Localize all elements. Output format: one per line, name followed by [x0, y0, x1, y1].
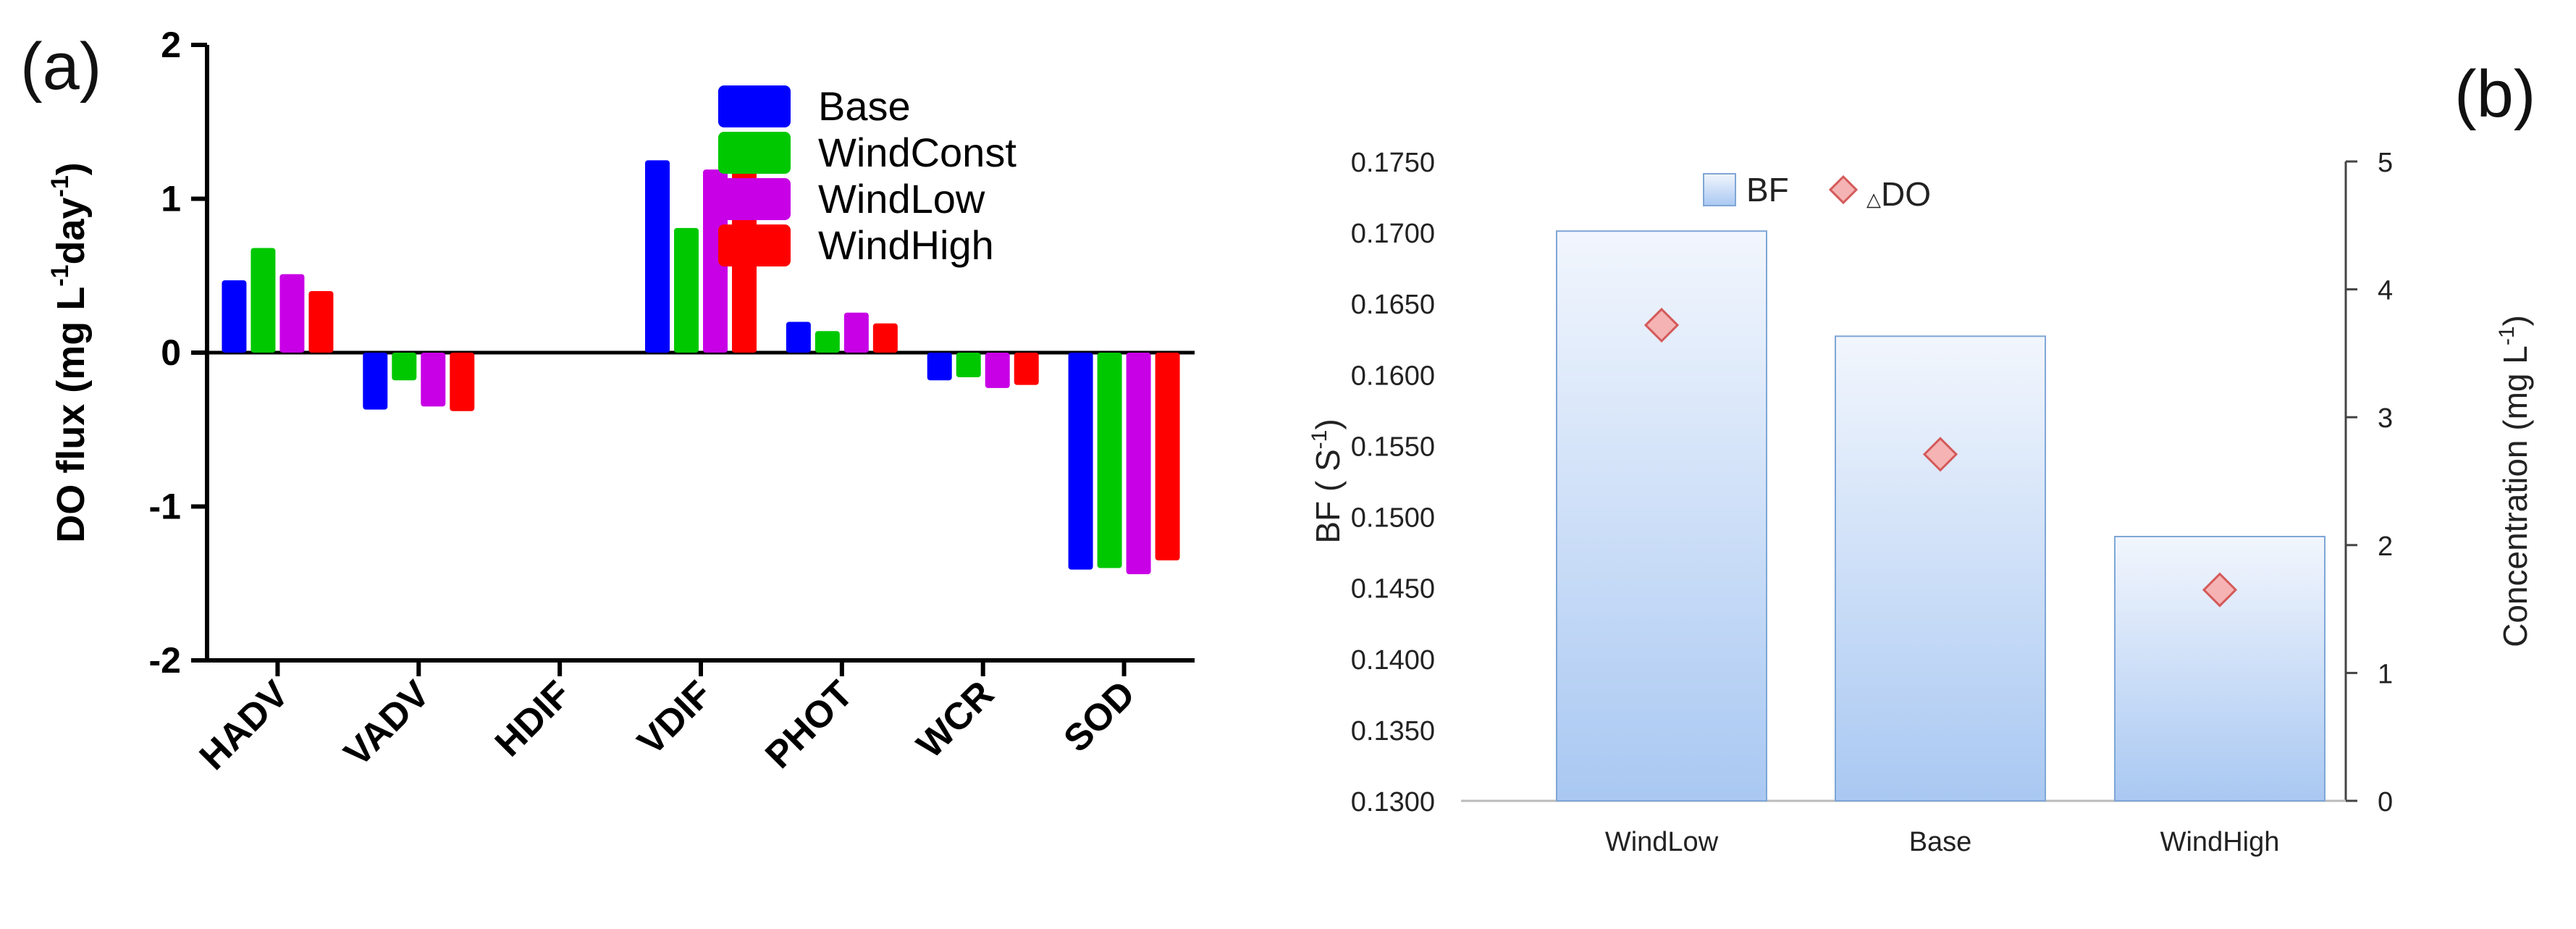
bar-windlow-wcr — [985, 353, 1010, 388]
chart-b: 0.1750 0.1700 0.1650 0.1600 0.1550 0.1500 0.14… — [1308, 148, 2534, 857]
legend-swatch-bf — [1703, 173, 1736, 206]
y-tick-label: 1 — [161, 179, 181, 219]
x-tick-label: HADV — [192, 673, 297, 778]
x-tick-label: VDIF — [630, 673, 720, 763]
x-tick-label: WindLow — [1605, 827, 1719, 857]
bar-windhigh-wcr — [1014, 353, 1039, 385]
bar-windlow-phot — [843, 312, 869, 353]
x-tick-label: WCR — [909, 673, 1002, 766]
bar-windlow-vadv — [421, 353, 446, 407]
legend-swatch-base — [718, 85, 791, 127]
bar-base-sod — [1068, 353, 1093, 570]
x-tick-label: VADV — [336, 673, 438, 775]
y-left-tick-label: 0.1450 — [1351, 574, 1435, 605]
panel-b-label: (b) — [2454, 57, 2536, 131]
bar-base-vdif — [645, 160, 670, 353]
bar-windconst-phot — [815, 331, 840, 353]
marker-do-windlow — [1643, 307, 1680, 343]
legend-label-windhigh: WindHigh — [818, 222, 994, 268]
bar-windconst-vadv — [392, 353, 417, 381]
legend-marker-do — [1828, 175, 1859, 205]
bar-bf-base — [1835, 335, 2046, 802]
y-right-tick-label: 1 — [2378, 659, 2393, 689]
y-right-tick-label: 2 — [2378, 531, 2393, 562]
bar-windlow-sod — [1126, 353, 1151, 574]
bar-base-phot — [786, 321, 811, 353]
bar-windhigh-sod — [1155, 353, 1180, 560]
y-left-tick-label: 0.1700 — [1351, 219, 1435, 249]
marker-do-windhigh — [2202, 572, 2238, 608]
y-left-tick-label: 0.1400 — [1351, 645, 1435, 676]
x-tick-label: HDIF — [487, 673, 579, 765]
y-tick-label: 0 — [161, 332, 181, 373]
y-left-tick-label: 0.1750 — [1351, 148, 1435, 178]
bar-windconst-sod — [1097, 353, 1122, 568]
chart-a: 2 1 0 -1 -2 DO flux (mg L-1day-1) HADV VADV HDIF… — [46, 25, 1195, 778]
x-tick-label: WindHigh — [2160, 827, 2280, 857]
y-tick-label: -2 — [149, 640, 181, 681]
y-left-tick-label: 0.1500 — [1351, 503, 1435, 534]
bar-windconst-hadv — [251, 248, 276, 353]
legend-swatch-windlow — [718, 178, 791, 220]
legend-label-windconst: WindConst — [818, 130, 1016, 175]
legend-label-windlow: WindLow — [818, 176, 985, 222]
y-left-axis-label: BF ( S-1) — [1308, 419, 1347, 543]
bar-base-vadv — [363, 353, 388, 410]
panel-a-label: (a) — [20, 30, 102, 104]
bar-windlow-hadv — [279, 274, 305, 353]
marker-do-base — [1922, 437, 1958, 472]
bar-windhigh-hadv — [308, 291, 334, 353]
x-tick-label: Base — [1909, 827, 1972, 857]
bar-windhigh-vadv — [450, 353, 475, 411]
y-right-tick-label: 4 — [2378, 276, 2393, 306]
y-tick-label: -1 — [149, 487, 181, 527]
y-right-tick-label: 0 — [2378, 787, 2393, 817]
legend-label-do: △DO — [1866, 175, 1931, 213]
y-left-tick-label: 0.1650 — [1351, 290, 1435, 320]
bar-base-wcr — [927, 353, 952, 381]
y-left-tick-label: 0.1600 — [1351, 361, 1435, 391]
legend-swatch-windconst — [718, 132, 791, 174]
legend-label-base: Base — [818, 83, 911, 129]
bar-windconst-wcr — [956, 353, 981, 377]
y-axis-label: DO flux (mg L-1day-1) — [46, 162, 93, 543]
x-tick-label: PHOT — [757, 673, 861, 776]
y-left-tick-label: 0.1550 — [1351, 432, 1435, 462]
y-right-tick-label: 3 — [2378, 403, 2393, 434]
y-left-tick-label: 0.1350 — [1351, 716, 1435, 747]
bar-windhigh-phot — [872, 323, 898, 353]
x-tick-label: SOD — [1056, 673, 1143, 760]
y-right-tick-label: 5 — [2378, 148, 2393, 178]
y-tick-label: 2 — [161, 25, 181, 65]
legend-label-bf: BF — [1746, 171, 1789, 209]
bar-base-hadv — [222, 280, 247, 353]
y-right-axis-label: Concentration (mg L-1) — [2495, 315, 2534, 647]
y-left-tick-label: 0.1300 — [1351, 787, 1435, 817]
legend-swatch-windhigh — [718, 224, 791, 266]
bar-windconst-vdif — [674, 227, 699, 353]
